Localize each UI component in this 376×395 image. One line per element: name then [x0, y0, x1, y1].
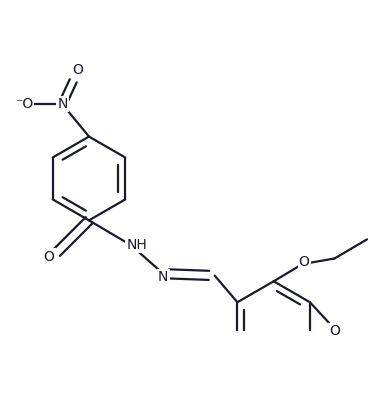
Text: N: N — [158, 271, 168, 284]
Text: O: O — [329, 324, 340, 338]
Text: O: O — [72, 63, 83, 77]
Text: ⁻O: ⁻O — [15, 97, 33, 111]
Text: O: O — [44, 250, 55, 263]
Text: N: N — [57, 97, 68, 111]
Text: O: O — [299, 255, 309, 269]
Text: NH: NH — [126, 238, 147, 252]
